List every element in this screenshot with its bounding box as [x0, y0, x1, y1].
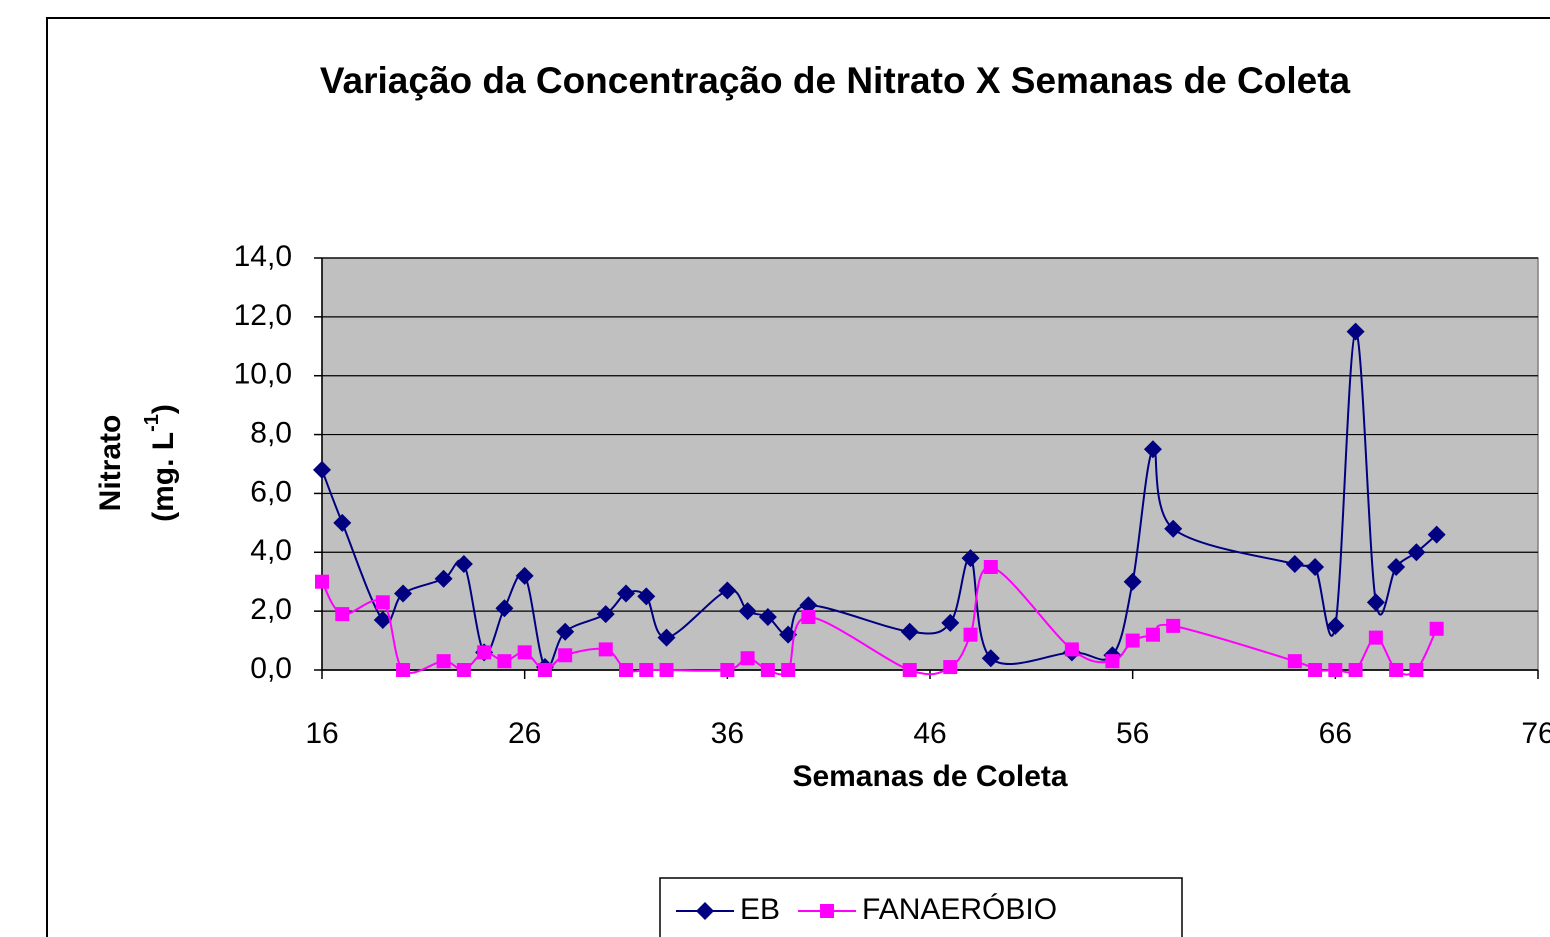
marker [497, 654, 512, 669]
x-tick-label: 26 [508, 717, 541, 750]
marker [758, 608, 777, 627]
marker [1328, 663, 1343, 677]
y-tick-label: 2,0 [250, 593, 292, 626]
y-tick-label: 12,0 [234, 299, 292, 332]
marker [1308, 663, 1323, 677]
marker [1427, 525, 1446, 544]
chart-title: Variação da Concentração de Nitrato X Se… [319, 60, 1351, 101]
marker [902, 663, 917, 677]
marker [781, 663, 796, 677]
marker [1346, 322, 1365, 341]
marker [981, 649, 1000, 668]
marker [373, 610, 392, 629]
marker [820, 904, 835, 918]
unit-close: ) [147, 404, 180, 414]
marker [596, 605, 615, 624]
marker [313, 460, 331, 479]
marker [333, 513, 352, 532]
y-tick-label: 10,0 [234, 358, 292, 391]
marker [1143, 440, 1162, 459]
marker [394, 584, 413, 603]
marker [454, 555, 473, 574]
marker [738, 602, 757, 621]
marker [657, 628, 676, 647]
marker [495, 599, 514, 618]
marker [396, 663, 411, 677]
marker [1306, 558, 1325, 576]
y-axis-unit: (mg. L-1) [141, 404, 180, 522]
marker [436, 654, 451, 669]
y-axis-title: Nitrato [94, 415, 127, 512]
marker [1285, 555, 1304, 574]
marker [740, 651, 755, 666]
legend-label: EB [740, 893, 780, 926]
marker [515, 566, 534, 585]
marker [1368, 630, 1383, 645]
series-line [321, 330, 1438, 670]
marker [1166, 618, 1181, 633]
marker [335, 607, 350, 622]
unit-text: (mg. L [147, 432, 180, 522]
marker [696, 902, 714, 920]
marker [456, 663, 471, 677]
x-tick-label: 66 [1319, 717, 1352, 750]
marker [556, 622, 575, 641]
marker [1064, 642, 1079, 657]
marker [619, 663, 633, 677]
x-tick-label: 36 [711, 717, 744, 750]
marker [1123, 572, 1142, 591]
marker [537, 663, 552, 677]
marker [1125, 633, 1140, 648]
marker [375, 595, 390, 610]
marker [1407, 543, 1426, 562]
y-tick-label: 4,0 [250, 534, 292, 567]
marker [434, 569, 453, 588]
x-tick-label: 46 [913, 717, 946, 750]
marker [1145, 627, 1160, 642]
marker [983, 560, 998, 574]
marker [659, 663, 674, 677]
marker [963, 627, 978, 642]
marker [598, 642, 613, 657]
marker [1387, 558, 1406, 576]
marker [1389, 663, 1404, 677]
marker [1287, 654, 1302, 669]
marker [558, 648, 573, 663]
marker [1164, 519, 1183, 538]
unit-sup: -1 [141, 414, 163, 432]
y-tick-label: 6,0 [250, 475, 292, 508]
marker [801, 610, 816, 625]
marker [477, 645, 492, 660]
marker [718, 581, 737, 600]
marker [941, 613, 960, 632]
x-tick-label: 16 [305, 717, 338, 750]
y-tick-label: 14,0 [234, 240, 292, 273]
marker [315, 574, 329, 589]
marker [1326, 616, 1345, 635]
marker [900, 622, 919, 641]
marker [1409, 663, 1424, 677]
marker [720, 663, 735, 677]
y-tick-label: 0,0 [250, 652, 292, 685]
marker [961, 549, 980, 568]
marker [799, 596, 818, 615]
marker [1429, 621, 1444, 636]
marker [637, 587, 656, 606]
marker [943, 660, 958, 675]
marker [639, 663, 654, 677]
marker [760, 663, 775, 677]
x-axis-title: Semanas de Coleta [792, 760, 1067, 793]
legend-box [659, 877, 1183, 937]
marker [1348, 663, 1363, 677]
marker [1366, 593, 1385, 612]
x-tick-label: 76 [1521, 717, 1550, 750]
marker [1105, 654, 1120, 669]
marker [617, 584, 635, 603]
marker [517, 645, 532, 660]
legend-label: FANAERÓBIO [862, 893, 1057, 926]
y-tick-label: 8,0 [250, 416, 292, 449]
x-tick-label: 56 [1116, 717, 1149, 750]
